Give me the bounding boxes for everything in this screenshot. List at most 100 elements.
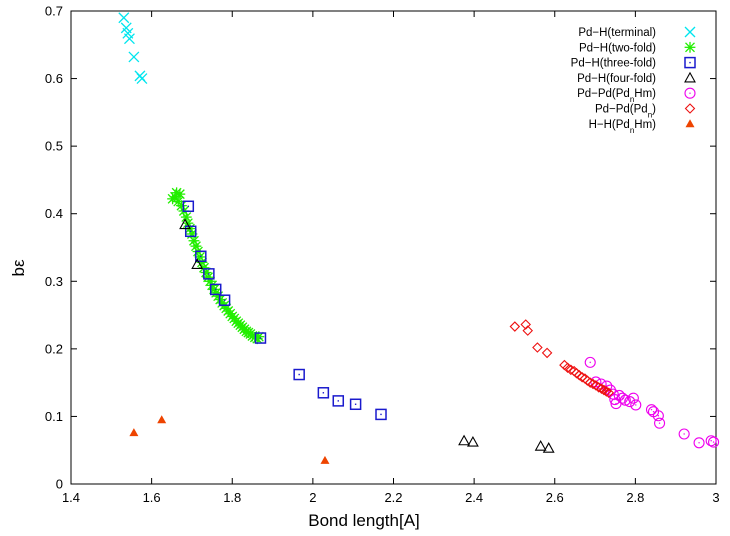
series-1: [167, 187, 265, 345]
legend-label: Pd−Pd(PdnHm): [577, 88, 656, 104]
ticks: 1.4 1.6 1.8 2 2.2 2.4 2.6 2.8 3 0 0.1 0.2 0.3 0.4 0.5 0…: [45, 4, 720, 506]
data-point: [157, 415, 167, 424]
data-point: [565, 364, 577, 376]
x-tick-label: 3: [712, 490, 719, 505]
x-tick-label: 2.6: [546, 490, 564, 505]
data-point: [532, 342, 543, 353]
data-point: [128, 51, 140, 63]
legend-label: Pd−H(two-fold): [579, 42, 656, 54]
data-point: [584, 356, 596, 368]
data-point: [590, 380, 602, 391]
data-point: [574, 369, 585, 381]
data-point: [118, 12, 130, 24]
data-point: [320, 455, 330, 464]
legend-item: Pd−H(three-fold): [571, 56, 696, 70]
data-point: [593, 382, 604, 393]
data-point: [317, 387, 330, 399]
legend-label: H−H(PdnHm): [589, 119, 657, 135]
data-point: [458, 434, 470, 446]
y-tick-label: 0.7: [45, 4, 63, 19]
data-point: [209, 283, 222, 296]
data-point: [584, 377, 596, 388]
legend-marker: [684, 103, 696, 114]
data-point: [616, 392, 629, 404]
data-point: [705, 435, 717, 447]
x-tick-label: 1.8: [223, 490, 241, 505]
legend-marker: [684, 87, 696, 99]
series-6: [129, 415, 330, 464]
data-point: [542, 442, 555, 453]
legend-label: Pd−Pd(Pdn): [595, 104, 656, 120]
y-tick-label: 0.3: [45, 274, 63, 289]
data-point: [375, 408, 387, 421]
data-point: [466, 435, 479, 447]
y-tick-label: 0: [56, 477, 63, 492]
series-3: [179, 218, 555, 453]
data-point: [582, 375, 593, 386]
legend-label: Pd−H(terminal): [578, 27, 656, 39]
data-point: [123, 33, 135, 45]
data-point: [203, 268, 215, 280]
data-point: [601, 386, 612, 397]
legend-label: Pd−H(three-fold): [571, 58, 656, 70]
legend-marker: [684, 56, 696, 69]
legend-marker: [684, 26, 696, 38]
data-point: [332, 395, 345, 407]
x-tick-label: 2.2: [384, 490, 402, 505]
data-point: [522, 325, 534, 336]
y-tick-label: 0.2: [45, 341, 63, 356]
x-tick-label: 1.4: [62, 490, 80, 505]
data-point: [129, 428, 139, 437]
legend-item: Pd−H(four-fold): [577, 71, 696, 85]
legend-marker: [684, 71, 696, 83]
legend-label: Pd−H(four-fold): [577, 73, 656, 85]
data-point: [652, 410, 664, 422]
data-point: [541, 347, 553, 359]
x-tick-label: 2.8: [626, 490, 644, 505]
data-point: [136, 73, 148, 85]
data-point: [603, 387, 615, 399]
data-point: [598, 384, 610, 396]
data-point: [693, 437, 705, 449]
data-point: [191, 258, 204, 269]
data-point: [654, 417, 666, 429]
y-axis-title: bε: [9, 259, 28, 276]
data-point: [576, 371, 588, 383]
data-point: [645, 404, 658, 416]
data-points: [118, 12, 720, 464]
data-point: [218, 294, 231, 306]
x-tick-label: 2: [309, 490, 316, 505]
x-axis-title: Bond length[A]: [308, 511, 420, 530]
data-point: [509, 321, 521, 332]
data-point: [180, 211, 192, 223]
data-point: [182, 200, 195, 213]
data-point: [708, 436, 720, 448]
data-point: [678, 428, 690, 440]
data-point: [534, 440, 547, 451]
legend: Pd−H(terminal) Pd−H(two-fold) Pd−H(three-f…: [571, 26, 696, 135]
data-point: [195, 250, 207, 263]
data-point: [349, 398, 362, 411]
y-tick-label: 0.6: [45, 71, 63, 86]
data-point: [293, 368, 305, 381]
x-tick-label: 2.4: [465, 490, 483, 505]
legend-item: Pd−Pd(Pdn): [595, 103, 696, 120]
data-point: [184, 225, 197, 238]
y-tick-label: 0.5: [45, 139, 63, 154]
series-5: [509, 319, 615, 399]
y-tick-label: 0.4: [45, 206, 63, 221]
series-2: [182, 200, 387, 421]
data-point: [587, 378, 599, 390]
legend-marker: [685, 119, 695, 128]
series-4: [584, 356, 720, 449]
data-point: [520, 319, 532, 330]
legend-item: H−H(PdnHm): [589, 119, 695, 135]
data-point: [174, 188, 186, 200]
legend-item: Pd−H(two-fold): [579, 41, 696, 54]
data-point: [571, 367, 582, 379]
data-point: [630, 399, 642, 411]
data-point: [254, 332, 267, 344]
legend-item: Pd−Pd(PdnHm): [577, 87, 696, 104]
